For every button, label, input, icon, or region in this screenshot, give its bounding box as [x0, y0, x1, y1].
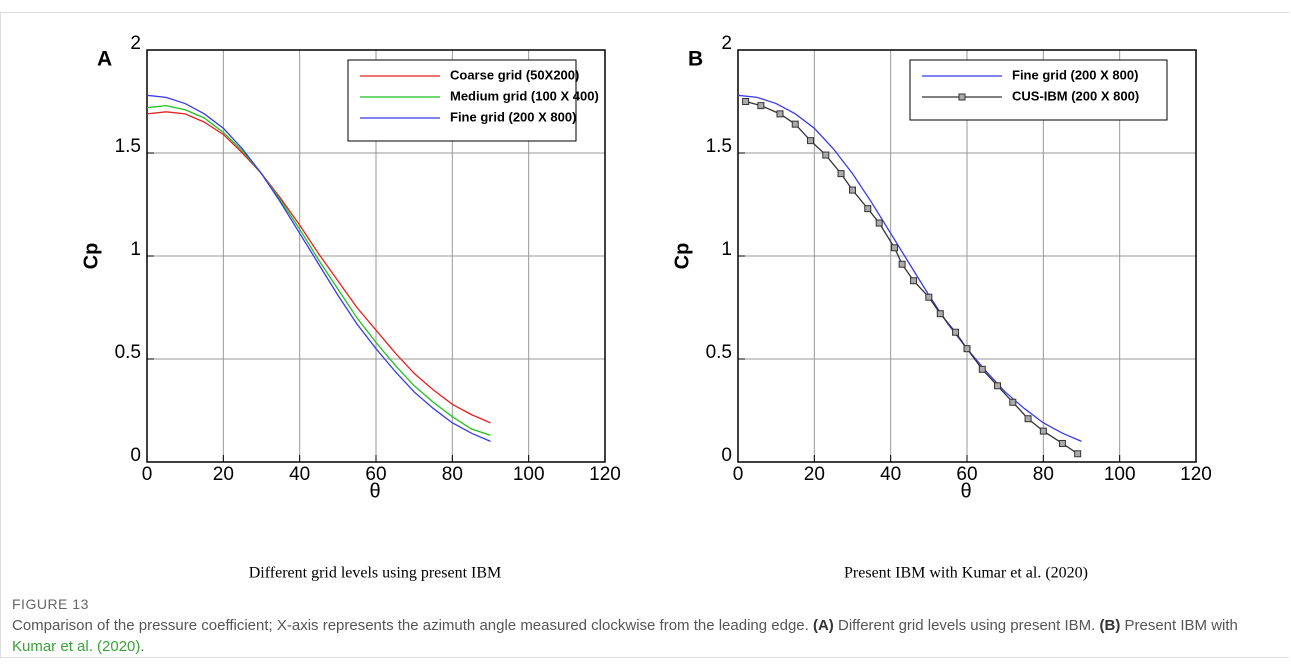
- y-tick-label: 0: [721, 445, 732, 466]
- caption-text: .: [140, 638, 145, 655]
- x-tick-label: 120: [589, 464, 621, 485]
- caption-ref: (B): [1099, 617, 1121, 634]
- data-point: [1039, 427, 1047, 435]
- data-point: [849, 186, 856, 194]
- data-point: [776, 110, 784, 118]
- data-point: [925, 293, 933, 301]
- x-tick-label: 80: [1033, 464, 1054, 485]
- caption-link[interactable]: Kumar et al. (2020): [12, 638, 141, 655]
- legend-marker: [958, 93, 966, 101]
- series-line: [146, 104, 491, 436]
- chart-title: Different grid levels using present IBM: [249, 565, 502, 582]
- x-tick-label: 40: [880, 464, 901, 485]
- x-tick-label: 20: [213, 464, 234, 485]
- y-axis-label: Cp: [80, 243, 102, 270]
- caption-text: Different grid levels using present IBM.: [833, 617, 1100, 634]
- x-tick-label: 80: [442, 464, 463, 485]
- data-point: [757, 102, 765, 110]
- legend-box: [347, 59, 577, 142]
- data-point: [1024, 415, 1032, 423]
- data-point: [1009, 398, 1017, 406]
- series-line: [737, 94, 1082, 442]
- legend-box: [909, 59, 1168, 121]
- data-point: [910, 277, 918, 285]
- figure-card: [0, 12, 1289, 658]
- y-tick-label: 0.5: [706, 342, 732, 363]
- caption-text: Present IBM with: [1120, 617, 1243, 634]
- y-tick-label: 0: [130, 445, 141, 466]
- data-point: [978, 365, 986, 373]
- x-tick-label: 100: [513, 464, 545, 485]
- figure-label: FIGURE 13: [12, 596, 89, 612]
- x-tick-label: 0: [733, 464, 744, 485]
- data-point: [1058, 439, 1066, 447]
- x-tick-label: 0: [142, 464, 153, 485]
- plot-frame: [146, 49, 606, 463]
- data-point: [890, 244, 898, 252]
- x-axis-label: θ: [369, 480, 380, 502]
- y-tick-label: 1.5: [115, 136, 141, 157]
- x-tick-label: 120: [1180, 464, 1212, 485]
- y-tick-label: 2: [721, 33, 732, 54]
- y-tick-label: 1: [721, 239, 732, 260]
- data-point: [1074, 450, 1082, 458]
- y-tick-label: 0.5: [115, 342, 141, 363]
- data-point: [952, 328, 960, 336]
- panel-label: B: [688, 48, 703, 71]
- data-point: [837, 170, 845, 178]
- data-point: [963, 345, 971, 353]
- plot-frame: [737, 49, 1197, 463]
- legend-label: Coarse grid (50X200): [450, 67, 579, 82]
- x-axis-label: θ: [960, 480, 971, 502]
- x-tick-label: 100: [1104, 464, 1136, 485]
- data-point: [822, 151, 830, 159]
- x-tick-label: 20: [804, 464, 825, 485]
- x-tick-label: 40: [289, 464, 310, 485]
- y-tick-label: 1: [130, 239, 141, 260]
- data-point: [791, 120, 799, 128]
- series-line: [146, 94, 491, 442]
- figure-caption: Comparison of the pressure coefficient; …: [12, 615, 1262, 657]
- data-point: [807, 137, 815, 145]
- x-tick-label: 60: [365, 464, 386, 485]
- data-point: [936, 310, 944, 318]
- data-point: [864, 205, 872, 213]
- data-point: [875, 219, 883, 227]
- x-tick-label: 60: [956, 464, 977, 485]
- legend-label: Fine grid (200 X 800): [1012, 67, 1138, 82]
- y-tick-label: 2: [130, 33, 141, 54]
- data-point: [898, 260, 906, 268]
- panel-label: A: [97, 48, 112, 71]
- caption-text: Comparison of the pressure coefficient; …: [12, 617, 813, 634]
- series-line: [146, 111, 491, 424]
- y-axis-label: Cp: [671, 243, 693, 270]
- data-point: [742, 98, 750, 105]
- legend-label: CUS-IBM (200 X 800): [1012, 88, 1139, 103]
- legend-label: Fine grid (200 X 800): [450, 109, 576, 124]
- data-point: [994, 382, 1002, 390]
- chart-title: Present IBM with Kumar et al. (2020): [844, 565, 1088, 582]
- y-tick-label: 1.5: [706, 136, 732, 157]
- legend-label: Medium grid (100 X 400): [450, 88, 599, 103]
- caption-ref: (A): [812, 617, 834, 634]
